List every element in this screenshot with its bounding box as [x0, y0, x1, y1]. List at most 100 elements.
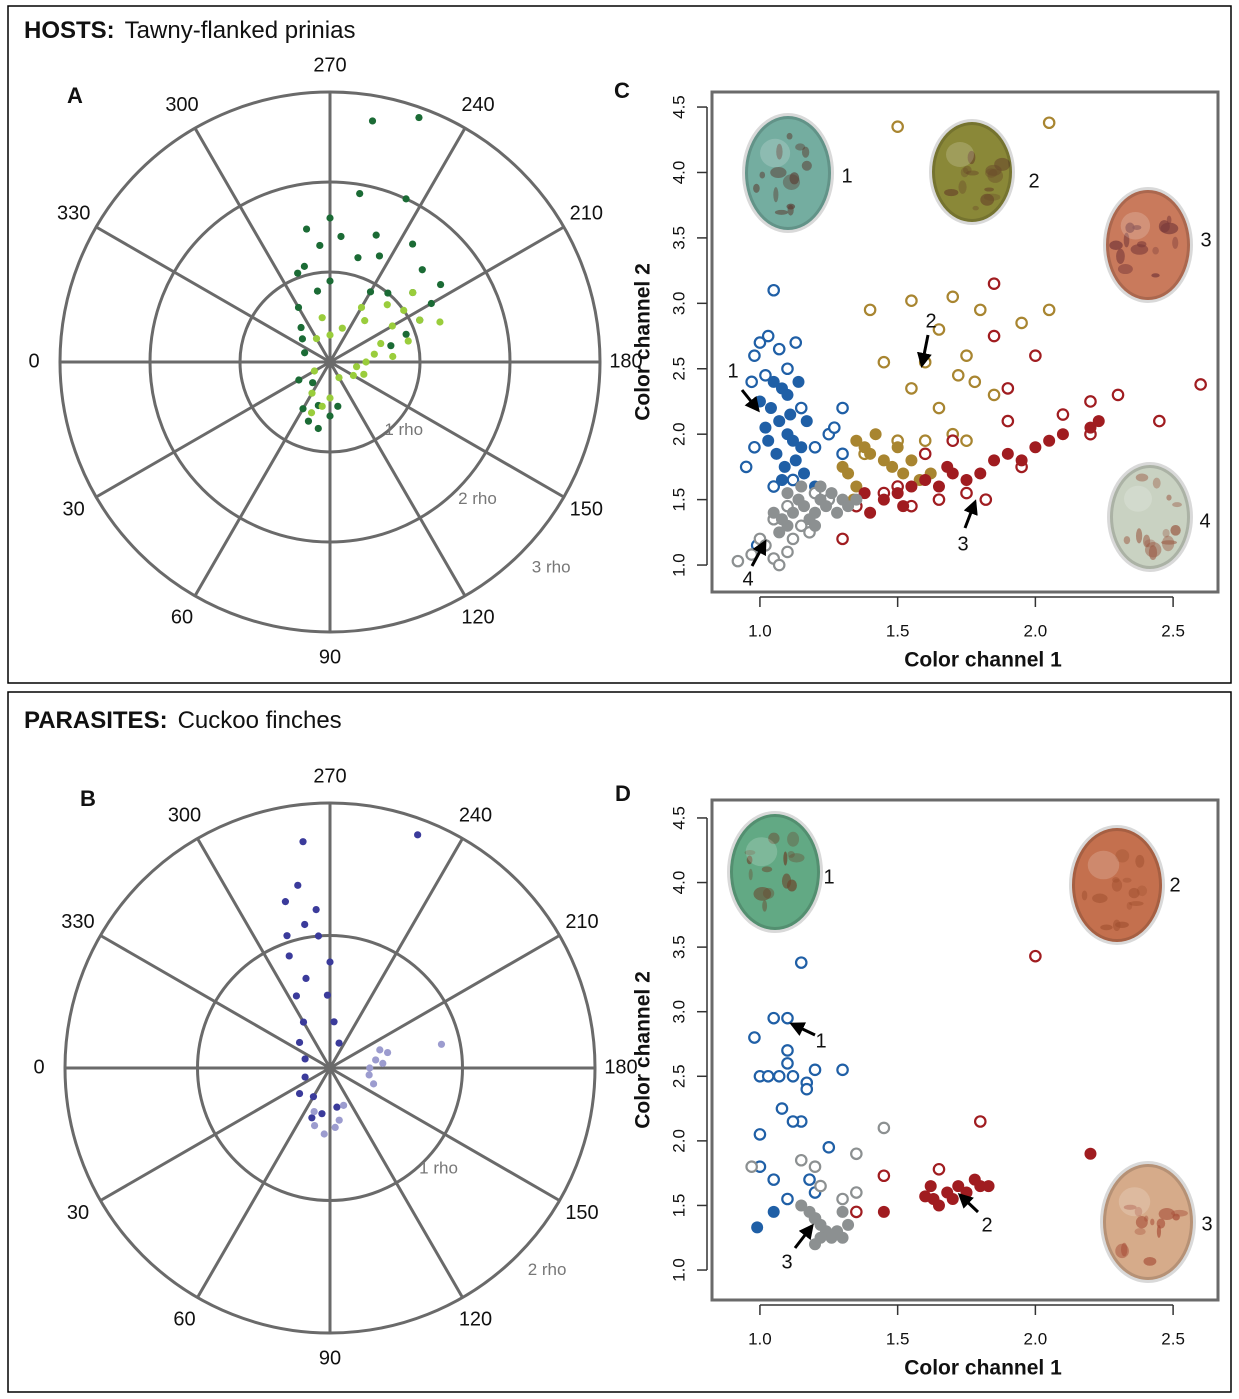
- egg-spot: [1132, 225, 1142, 230]
- y-tick-label: 3.5: [669, 935, 688, 959]
- point: [302, 225, 311, 233]
- spoke: [328, 1067, 464, 1299]
- egg-spot: [967, 150, 976, 165]
- point: [1043, 434, 1056, 447]
- y-tick-label: 3.5: [669, 226, 688, 250]
- point: [361, 317, 369, 325]
- egg-image: [727, 811, 823, 933]
- point: [809, 506, 822, 519]
- egg-spot: [748, 868, 753, 881]
- egg-spot: [1160, 222, 1179, 235]
- egg-spot: [966, 170, 979, 176]
- spoke: [99, 934, 331, 1070]
- point: [974, 1180, 987, 1193]
- point: [850, 434, 863, 447]
- arrow-label: 3: [957, 533, 968, 555]
- point: [349, 371, 357, 380]
- egg-spot: [1143, 1256, 1157, 1266]
- point: [312, 906, 320, 914]
- point: [326, 277, 334, 285]
- egg-shade: [929, 119, 1015, 225]
- theta-tick-label: 30: [67, 1202, 89, 1224]
- egg-spot: [1116, 248, 1125, 264]
- egg-highlight: [760, 138, 791, 168]
- egg: [730, 814, 820, 930]
- theta-tick-label: 60: [173, 1308, 195, 1330]
- point: [767, 283, 781, 297]
- egg-spot: [786, 203, 796, 210]
- egg-spot: [985, 164, 1002, 176]
- point: [918, 447, 932, 461]
- egg-spot: [1158, 1207, 1176, 1220]
- egg-highlight: [1124, 485, 1152, 512]
- point: [318, 402, 326, 410]
- point: [318, 1110, 326, 1118]
- theta-tick-label: 270: [313, 765, 346, 787]
- egg-spot: [753, 887, 772, 901]
- image-label: 1: [841, 165, 852, 187]
- point: [767, 1205, 780, 1218]
- egg-spot: [1135, 1216, 1148, 1229]
- y-axis-label: Color channel 2: [632, 263, 655, 421]
- point: [800, 415, 813, 428]
- point: [973, 303, 987, 317]
- point: [770, 447, 783, 460]
- point: [773, 526, 786, 539]
- point: [987, 277, 1001, 291]
- point: [335, 373, 343, 382]
- egg-spot: [1152, 246, 1159, 255]
- image-label: 2: [1028, 170, 1039, 192]
- point: [372, 1056, 380, 1064]
- point: [905, 382, 918, 395]
- egg-spot: [801, 146, 810, 158]
- image-label: 4: [1199, 510, 1210, 532]
- point: [759, 421, 772, 434]
- point: [932, 1162, 946, 1176]
- point: [836, 1192, 849, 1206]
- point: [310, 1107, 318, 1116]
- point: [952, 1180, 965, 1193]
- point: [436, 318, 444, 326]
- y-tick-label: 2.5: [669, 357, 688, 381]
- egg-spot: [759, 171, 766, 179]
- point: [772, 558, 786, 572]
- point: [1029, 441, 1042, 454]
- egg-spot: [1137, 241, 1147, 248]
- point: [808, 440, 822, 454]
- theta-tick-label: 30: [63, 498, 85, 520]
- theta-tick-label: 300: [168, 804, 201, 826]
- point: [974, 467, 987, 480]
- egg-spot: [972, 205, 979, 211]
- point: [932, 323, 946, 336]
- point: [299, 405, 307, 413]
- point: [314, 424, 322, 433]
- point: [1015, 454, 1028, 467]
- x-tick-label: 2.0: [1024, 621, 1048, 640]
- spoke: [328, 361, 467, 597]
- point: [808, 1063, 822, 1077]
- point: [283, 932, 291, 940]
- point: [864, 506, 877, 519]
- y-tick-label: 4.5: [669, 95, 688, 119]
- point: [338, 324, 346, 332]
- egg-spot: [1128, 887, 1140, 899]
- point: [368, 117, 377, 125]
- egg-spot: [1100, 924, 1113, 931]
- arrow: [957, 1192, 980, 1214]
- point: [326, 958, 334, 966]
- panel-letter: D: [615, 781, 631, 806]
- point: [794, 401, 808, 415]
- point: [389, 352, 397, 361]
- point: [877, 355, 891, 369]
- theta-tick-label: 210: [570, 202, 603, 224]
- point: [850, 1186, 863, 1199]
- point: [365, 1071, 373, 1079]
- theta-tick-label: 120: [461, 607, 494, 629]
- point: [292, 992, 301, 1000]
- egg-image: [1103, 187, 1193, 303]
- point: [330, 1018, 338, 1026]
- point: [960, 473, 973, 486]
- r-tick-label: 1 rho: [384, 420, 423, 439]
- point: [987, 388, 1001, 402]
- point: [781, 487, 794, 500]
